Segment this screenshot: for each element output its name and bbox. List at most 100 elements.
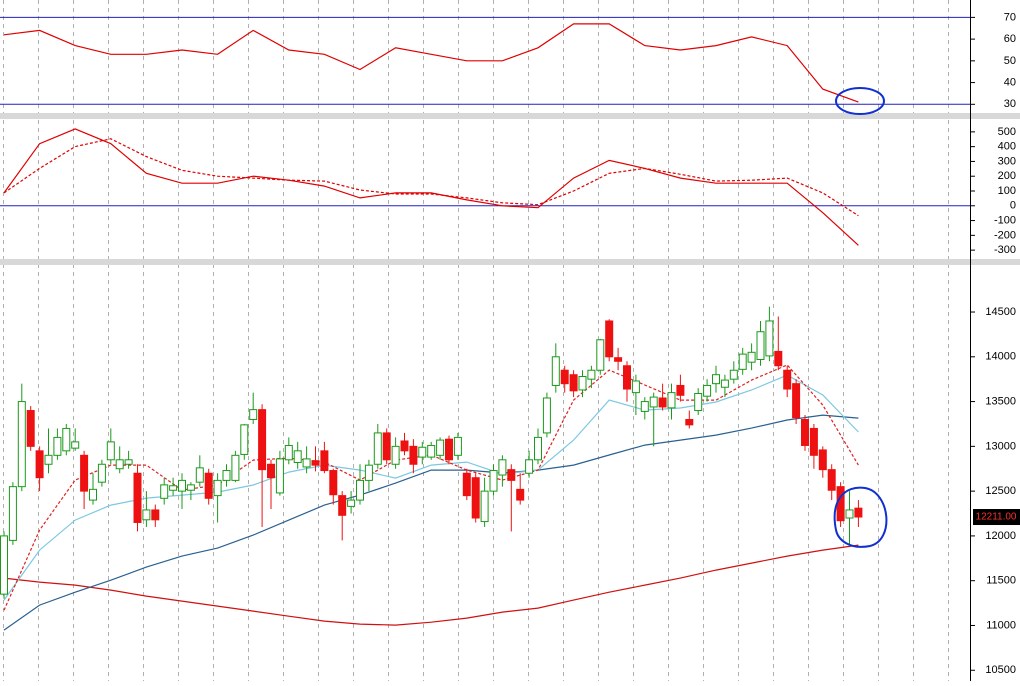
candle-body <box>204 472 213 499</box>
candle-body <box>267 463 275 479</box>
candle-body <box>17 401 26 488</box>
y-tick-label: -200 <box>994 229 1016 241</box>
candle-body <box>53 436 62 456</box>
candle-body <box>854 507 863 518</box>
candle-body <box>471 477 480 519</box>
candle-body <box>640 401 649 412</box>
line-series <box>3 23 859 103</box>
candle-body <box>320 450 329 472</box>
y-tick-label: 11000 <box>986 619 1016 631</box>
candle-body <box>667 392 676 409</box>
candle-body <box>275 458 284 494</box>
candle-body <box>765 320 774 357</box>
candle-body <box>489 470 498 492</box>
candle-body <box>364 464 373 481</box>
candle-body <box>694 393 703 412</box>
candle-body <box>783 369 792 390</box>
candle-body <box>373 432 382 465</box>
candle-body <box>240 424 249 455</box>
y-tick-label: -100 <box>994 214 1016 226</box>
candle-body <box>80 454 89 492</box>
candle-body <box>676 384 685 396</box>
candle-body <box>382 432 391 461</box>
candle-body <box>391 445 400 465</box>
y-tick-label: 12000 <box>985 530 1016 542</box>
candle-body <box>516 488 525 501</box>
candle-body <box>578 376 587 391</box>
y-tick-label: 60 <box>1004 33 1016 45</box>
candle-body <box>115 459 124 470</box>
candle-body <box>8 486 17 541</box>
candle-body <box>712 374 720 385</box>
candle-body <box>542 397 551 434</box>
candle-body <box>356 479 364 501</box>
candle-body <box>649 396 658 408</box>
candle-body <box>284 444 293 461</box>
candle-body <box>44 454 53 465</box>
y-tick-label: 500 <box>998 126 1016 138</box>
line-series <box>3 414 859 631</box>
candle-body <box>774 350 783 367</box>
candle-body <box>658 397 667 408</box>
candle-body <box>756 331 765 360</box>
candle-body <box>507 469 516 481</box>
candle-body <box>124 459 133 465</box>
y-tick-label: 13500 <box>985 395 1016 407</box>
candle-body <box>418 446 427 458</box>
annotation-circle <box>835 87 885 115</box>
candle-body <box>249 409 258 420</box>
candle-body <box>151 509 160 521</box>
candle-body <box>596 339 605 371</box>
candle-body <box>347 499 356 507</box>
candle-body <box>62 427 71 452</box>
candle-body <box>818 449 827 471</box>
line-series <box>3 138 859 217</box>
y-tick-label: 14500 <box>985 306 1016 318</box>
last-price-box <box>973 509 1020 526</box>
candle-body <box>792 383 801 419</box>
candle-body <box>569 374 578 392</box>
line-series <box>3 544 859 626</box>
y-tick-label: -300 <box>994 244 1016 256</box>
y-tick-label: 10500 <box>985 664 1016 676</box>
candle-body <box>623 365 631 390</box>
candle-body <box>738 353 747 370</box>
candle-body <box>169 485 178 491</box>
candle-body <box>133 472 142 523</box>
candle-body <box>89 488 97 501</box>
candle-body <box>97 463 106 483</box>
candle-body <box>445 438 453 461</box>
y-tick-label: 13000 <box>985 440 1016 452</box>
candle-body <box>427 444 436 458</box>
candle-body <box>35 450 44 479</box>
candle-body <box>685 418 694 426</box>
y-tick-label: 30 <box>1004 98 1016 110</box>
candle-body <box>845 509 854 519</box>
candle-body <box>26 410 35 447</box>
candle-body <box>222 470 231 481</box>
candle-body <box>400 440 409 452</box>
candle-body <box>231 454 240 481</box>
candle-body <box>106 441 115 461</box>
y-tick-label: 12500 <box>985 485 1016 497</box>
y-tick-label: 40 <box>1004 76 1016 88</box>
panel-separator <box>0 259 1020 265</box>
candle-body <box>186 484 195 491</box>
candle-body <box>213 479 222 497</box>
y-tick-label: 100 <box>998 185 1016 197</box>
annotation-circle <box>833 486 888 548</box>
candle-body <box>614 357 623 362</box>
candle-body <box>480 490 489 523</box>
candle-body <box>178 479 186 492</box>
candle-body <box>160 484 169 499</box>
candle-body <box>560 369 569 385</box>
y-tick-label: 0 <box>1010 200 1016 212</box>
vertical-grid <box>0 0 970 681</box>
candle-body <box>462 472 471 497</box>
candle-body <box>338 495 347 516</box>
candle-body <box>329 470 338 496</box>
candle-body <box>311 460 320 466</box>
candle-body <box>498 459 507 476</box>
candle-body <box>551 356 560 386</box>
